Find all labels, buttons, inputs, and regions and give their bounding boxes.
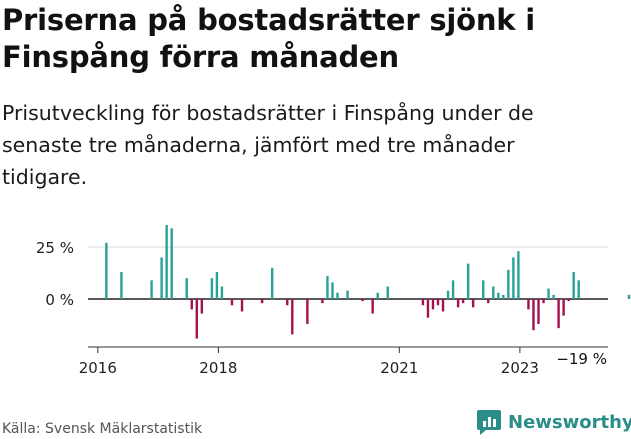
bar [306, 299, 309, 324]
bar [517, 251, 520, 299]
bars [105, 225, 631, 339]
bar [371, 299, 374, 314]
bar [532, 299, 535, 331]
bar [326, 276, 329, 299]
bar [451, 280, 455, 299]
bar [527, 299, 530, 310]
bar [456, 299, 460, 308]
bar [331, 282, 334, 299]
bar [150, 280, 153, 299]
bar [497, 292, 500, 299]
x-tick-label: 2021 [380, 359, 418, 377]
bar [567, 299, 570, 302]
bar [240, 299, 244, 312]
bar [502, 294, 505, 299]
bar [436, 299, 440, 306]
bar [270, 267, 274, 299]
bar [361, 299, 364, 302]
bar [220, 286, 224, 299]
bar [195, 299, 198, 339]
bar [386, 286, 389, 299]
bar [215, 271, 219, 299]
bar [466, 263, 470, 299]
bar [336, 292, 339, 299]
bar [165, 225, 168, 299]
bar [487, 299, 490, 304]
bar [260, 299, 264, 304]
brand-name: Newsworthy [508, 411, 631, 433]
bar [431, 299, 435, 310]
bar [572, 271, 575, 299]
x-tick-label: 2023 [501, 359, 539, 377]
bar [512, 257, 515, 299]
axis-labels: 0 % 25 % 2016 2018 2021 2023 −19 % [36, 239, 607, 377]
bar [542, 299, 545, 304]
bar [105, 242, 108, 299]
bar [210, 278, 214, 299]
bar [557, 299, 560, 329]
bar [492, 286, 495, 299]
bar [170, 228, 173, 299]
bar [346, 290, 349, 299]
bar [577, 280, 580, 299]
bar [160, 257, 163, 299]
newsworthy-logo-icon [477, 410, 501, 435]
bar [461, 299, 465, 304]
bar [471, 299, 475, 308]
bar [190, 299, 193, 310]
bar [627, 294, 631, 299]
bar [547, 288, 550, 299]
bar [552, 294, 555, 299]
bar [446, 290, 450, 299]
bar [291, 299, 294, 335]
bar [441, 299, 445, 312]
x-axis [88, 346, 608, 353]
x-tick-label: 2018 [199, 359, 237, 377]
bar [321, 299, 324, 304]
bar [562, 299, 565, 316]
bar [421, 299, 425, 306]
bar [230, 299, 234, 306]
bar [185, 278, 188, 299]
chart-title: Priserna på bostadsrätter sjönk i Finspå… [2, 3, 536, 74]
bar [120, 271, 123, 299]
last-value-label: −19 % [556, 350, 607, 368]
bar [426, 299, 430, 318]
bar [482, 280, 485, 299]
bar-chart: 0 % 25 % 2016 2018 2021 2023 −19 % [36, 225, 631, 377]
bar [200, 299, 204, 314]
source-note: Källa: Svensk Mäklarstatistik [2, 421, 203, 437]
bar [286, 299, 289, 306]
y-tick-label: 25 % [36, 239, 74, 257]
bar [376, 292, 379, 299]
y-tick-label: 0 % [45, 291, 74, 309]
x-tick-label: 2016 [79, 359, 117, 377]
chart-subtitle: Prisutveckling för bostadsrätter i Finsp… [2, 101, 534, 189]
bar [507, 269, 510, 299]
bar [537, 299, 540, 324]
brand-logo[interactable]: Newsworthy [476, 408, 631, 436]
